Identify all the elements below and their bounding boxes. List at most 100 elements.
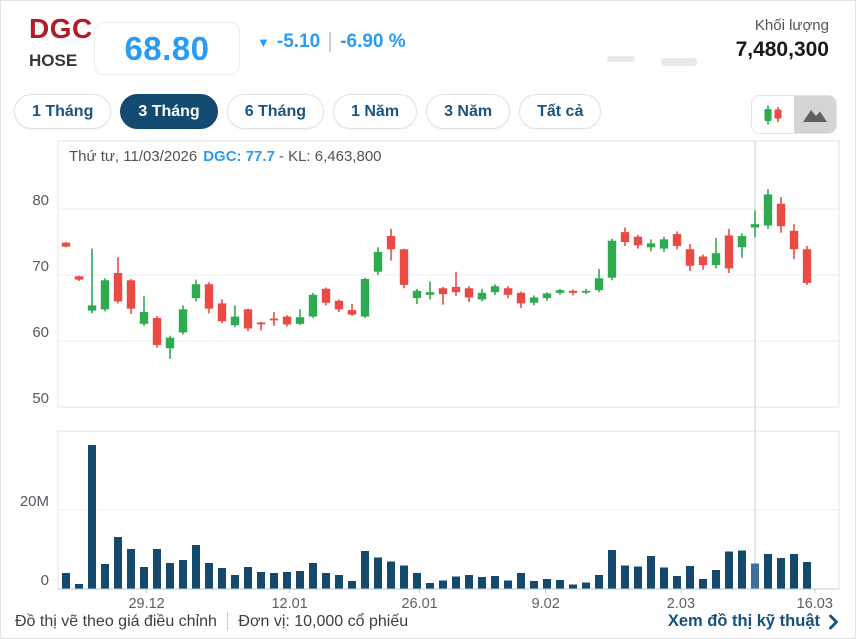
footer-divider xyxy=(226,612,229,631)
x-axis-label: 9.02 xyxy=(532,596,560,612)
candle-body xyxy=(100,280,110,310)
volume-bar xyxy=(88,444,96,589)
volume-bar xyxy=(660,567,668,589)
candle-body xyxy=(737,236,747,248)
candle-body xyxy=(347,309,357,315)
candle-body xyxy=(308,294,318,317)
candlestick-icon xyxy=(764,105,782,124)
volume-bar xyxy=(231,575,239,589)
candle-body xyxy=(620,232,630,242)
volume-bar xyxy=(608,549,616,589)
volume-bar xyxy=(556,579,564,589)
time-range-tab-1[interactable]: 1 Tháng xyxy=(14,94,112,130)
candle-body xyxy=(152,317,162,345)
volume-bar xyxy=(62,573,70,589)
price-box: 68.80 xyxy=(94,22,240,75)
area-view-button[interactable] xyxy=(794,96,836,133)
volume-bar xyxy=(335,575,343,589)
candle-body xyxy=(529,297,539,303)
current-price: 68.80 xyxy=(124,29,210,67)
volume-bar xyxy=(543,579,551,589)
candle-body xyxy=(698,256,708,266)
volume-bar xyxy=(621,565,629,589)
volume-bar xyxy=(478,577,486,589)
volume-bar xyxy=(140,566,148,589)
adjusted-price-note: Đồ thị vẽ theo giá điều chỉnh xyxy=(15,612,217,630)
time-range-tab-3[interactable]: 6 Tháng xyxy=(226,94,325,130)
time-range-tab-5[interactable]: 3 Năm xyxy=(426,94,511,130)
price-axis-label: 70 xyxy=(32,258,49,275)
candle-body xyxy=(139,311,149,324)
chevron-right-icon xyxy=(829,614,838,629)
candle-body xyxy=(776,203,786,227)
volume-bar xyxy=(439,580,447,589)
volume-bar xyxy=(725,551,733,589)
candle-body xyxy=(750,224,760,228)
volume-bar xyxy=(75,583,83,589)
volume-bar xyxy=(166,562,174,589)
volume-label: Khối lượng xyxy=(754,17,829,34)
volume-bar xyxy=(296,570,304,589)
down-arrow-icon: ▼ xyxy=(257,34,270,50)
candle-body xyxy=(711,253,721,266)
time-range-tab-2[interactable]: 3 Tháng xyxy=(120,94,218,130)
volume-bar xyxy=(114,536,122,589)
volume-axis-label: 0 xyxy=(41,572,49,589)
volume-bar xyxy=(452,576,460,589)
candle-body xyxy=(633,236,643,246)
candle-body xyxy=(373,251,383,272)
volume-bar xyxy=(218,568,226,589)
change-divider xyxy=(329,32,332,52)
volume-bar xyxy=(257,572,265,589)
candle-body xyxy=(269,318,279,321)
candle-body xyxy=(113,273,123,302)
volume-bar xyxy=(270,572,278,589)
candle-body xyxy=(594,278,604,291)
candle-body xyxy=(126,280,136,309)
candle-body xyxy=(425,292,435,295)
redacted-area xyxy=(661,58,697,66)
volume-bar xyxy=(127,549,135,589)
candle-body xyxy=(230,316,240,326)
candle-body xyxy=(334,300,344,310)
candle-body xyxy=(204,284,214,309)
candle-body xyxy=(61,242,71,247)
tooltip-date: Thứ tư, 11/03/2026 xyxy=(69,148,198,165)
time-range-tab-6[interactable]: Tất cả xyxy=(519,94,602,130)
price-change-block: ▼ -5.10 -6.90 % xyxy=(257,31,406,53)
candle-body xyxy=(503,288,513,295)
volume-bar xyxy=(790,554,798,589)
candle-body xyxy=(282,316,292,325)
price-axis-label: 80 xyxy=(32,192,49,209)
candle-body xyxy=(74,276,84,280)
price-change-percent: -6.90 % xyxy=(340,31,406,52)
candle-body xyxy=(295,317,305,324)
volume-bar xyxy=(582,582,590,589)
volume-bar xyxy=(751,563,759,589)
candle-body xyxy=(217,303,227,322)
volume-bar xyxy=(569,584,577,589)
volume-bar xyxy=(101,564,109,589)
candle-body xyxy=(685,249,695,266)
x-axis-label: 12.01 xyxy=(271,596,307,612)
volume-bar xyxy=(179,560,187,589)
volume-bar xyxy=(244,566,252,589)
candle-body xyxy=(672,234,682,246)
candle-body xyxy=(386,236,396,250)
technical-chart-link[interactable]: Xem đồ thị kỹ thuật xyxy=(668,612,839,631)
volume-panel xyxy=(57,430,840,590)
time-range-tab-4[interactable]: 1 Năm xyxy=(333,94,418,130)
candle-body xyxy=(178,309,188,333)
x-axis-label: 2.03 xyxy=(667,596,695,612)
volume-bar xyxy=(647,555,655,589)
candle-body xyxy=(256,322,266,325)
candle-body xyxy=(542,293,552,299)
volume-bar xyxy=(400,565,408,589)
chart-tooltip: Thứ tư, 11/03/2026 DGC: 77.7- KL: 6,463,8… xyxy=(69,148,382,165)
candle-body xyxy=(451,286,461,293)
candlestick-view-button[interactable] xyxy=(752,96,794,133)
volume-bar xyxy=(803,562,811,589)
volume-bar xyxy=(309,562,317,589)
time-range-tabs: 1 Tháng 3 Tháng 6 Tháng 1 Năm 3 Năm Tất cả xyxy=(14,94,602,130)
